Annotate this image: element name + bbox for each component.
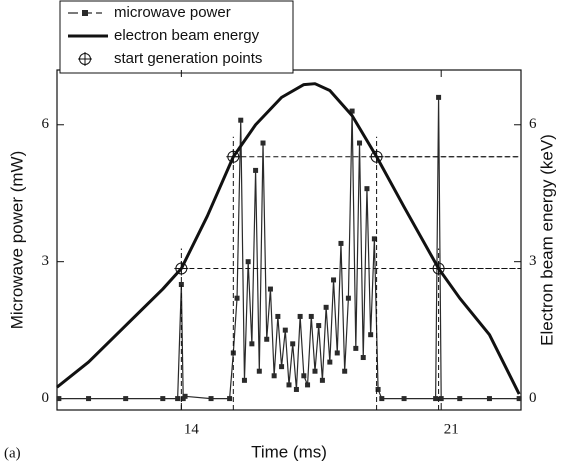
data-marker xyxy=(238,117,244,123)
data-marker xyxy=(457,396,463,402)
data-marker xyxy=(516,396,522,402)
data-marker xyxy=(301,373,307,379)
series-line xyxy=(58,96,520,400)
data-marker xyxy=(253,167,259,173)
data-marker xyxy=(334,350,340,356)
y2-tick-label: 3 xyxy=(529,253,537,269)
data-marker xyxy=(357,140,363,146)
data-marker xyxy=(249,341,255,347)
y-axis-title: Microwave power (mW) xyxy=(7,151,26,330)
y2-tick-label: 0 xyxy=(529,390,537,406)
data-marker xyxy=(175,396,181,402)
x-axis-title: Time (ms) xyxy=(251,442,327,461)
data-marker xyxy=(282,327,288,333)
data-marker xyxy=(375,386,381,392)
x-tick-label: 21 xyxy=(444,421,459,437)
data-marker xyxy=(308,313,314,319)
data-marker xyxy=(433,396,439,402)
data-marker xyxy=(275,313,281,319)
data-marker xyxy=(360,355,366,361)
data-marker xyxy=(305,382,311,388)
data-marker xyxy=(368,332,374,338)
y-tick-label: 3 xyxy=(42,253,50,269)
data-marker xyxy=(271,373,277,379)
panel-label: (a) xyxy=(4,445,21,461)
legend-label: microwave power xyxy=(114,4,231,21)
data-marker xyxy=(371,236,377,242)
data-marker xyxy=(178,281,184,287)
start-point xyxy=(226,149,241,164)
start-point xyxy=(174,261,189,276)
data-marker xyxy=(234,295,240,301)
data-marker xyxy=(260,140,266,146)
y-tick-label: 0 xyxy=(42,390,50,406)
data-marker xyxy=(123,396,129,402)
legend-label: start generation points xyxy=(114,50,262,67)
data-marker xyxy=(486,396,492,402)
data-marker xyxy=(279,364,285,370)
data-marker xyxy=(208,396,214,402)
series-line xyxy=(56,82,521,395)
data-marker xyxy=(241,377,247,383)
start-point xyxy=(431,261,446,276)
data-marker xyxy=(245,259,251,265)
data-marker xyxy=(331,277,337,283)
data-marker xyxy=(327,359,333,365)
data-marker xyxy=(227,396,233,402)
data-marker xyxy=(379,396,385,402)
data-marker xyxy=(293,386,299,392)
data-marker xyxy=(345,295,351,301)
x-tick-label: 14 xyxy=(184,421,200,437)
start-point xyxy=(369,149,384,164)
data-marker xyxy=(267,286,273,292)
data-marker xyxy=(56,396,62,402)
data-marker xyxy=(353,345,359,351)
data-marker xyxy=(438,396,444,402)
data-marker xyxy=(256,368,262,374)
data-marker xyxy=(319,377,325,383)
data-marker xyxy=(290,341,296,347)
y-tick-label: 6 xyxy=(42,116,50,132)
data-marker xyxy=(401,396,407,402)
data-marker xyxy=(349,108,355,114)
data-marker xyxy=(316,323,322,329)
data-marker xyxy=(264,336,270,342)
data-marker xyxy=(286,382,292,388)
legend-icon xyxy=(82,10,88,16)
data-marker xyxy=(297,313,303,319)
data-marker xyxy=(436,94,442,100)
data-marker xyxy=(364,186,370,192)
legend-label: electron beam energy xyxy=(114,27,260,44)
plot-frame xyxy=(56,69,522,411)
y2-tick-label: 6 xyxy=(529,116,537,132)
data-marker xyxy=(342,368,348,374)
y2-axis-title: Electron beam energy (keV) xyxy=(537,134,556,346)
data-marker xyxy=(323,304,329,310)
data-marker xyxy=(338,240,344,246)
data-marker xyxy=(312,368,318,374)
data-marker xyxy=(160,396,166,402)
data-marker xyxy=(86,396,92,402)
data-marker xyxy=(182,393,188,399)
